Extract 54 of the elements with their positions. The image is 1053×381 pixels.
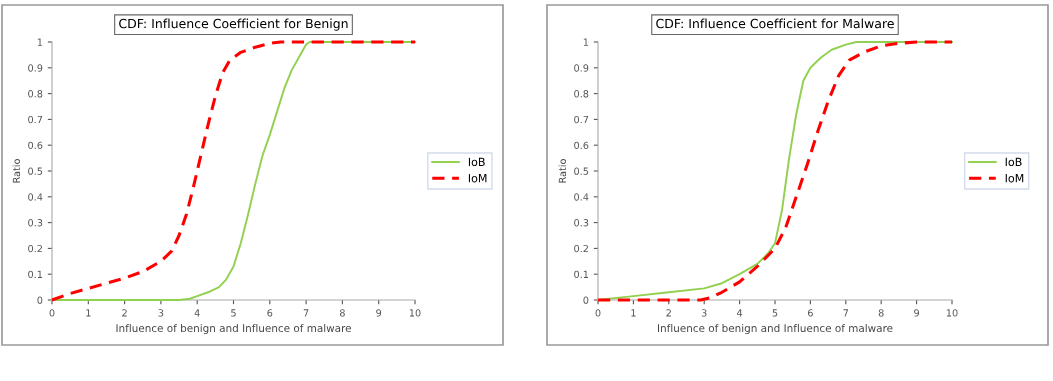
x-tick-label: 3	[701, 309, 707, 317]
x-tick-label: 5	[772, 309, 778, 317]
x-tick-label: 7	[303, 309, 309, 317]
y-tick-label: 0.4	[574, 193, 589, 201]
x-tick-label: 2	[666, 309, 671, 317]
y-tick-label: 0.5	[574, 167, 589, 175]
y-tick-label: 0	[37, 296, 43, 304]
x-tick-label: 1	[631, 309, 636, 317]
y-tick-label: 0.1	[28, 270, 43, 279]
x-tick-label: 0	[49, 309, 55, 317]
y-tick-label: 0.7	[574, 115, 589, 124]
y-tick-label: 0.9	[574, 64, 589, 72]
x-tick-label: 4	[194, 309, 200, 317]
x-tick-label: 10	[409, 309, 421, 317]
x-tick-label: 6	[267, 309, 273, 317]
y-tick-label: 1	[37, 38, 43, 46]
y-tick-label: 0.3	[574, 219, 589, 227]
legend-label: IoB	[1005, 157, 1022, 167]
legend-label: IoM	[1005, 174, 1024, 183]
x-tick-label: 4	[736, 309, 743, 317]
x-tick-label: 10	[946, 309, 958, 317]
y-axis-title: Ratio	[558, 159, 567, 183]
y-tick-label: 0.4	[28, 193, 43, 201]
legend-label: IoB	[468, 157, 485, 167]
y-tick-label: 1	[583, 38, 589, 46]
y-tick-label: 0.7	[28, 115, 43, 124]
x-tick-label: 3	[158, 309, 164, 317]
x-tick-label: 1	[86, 309, 91, 317]
x-tick-label: 6	[807, 309, 813, 317]
x-tick-label: 8	[339, 309, 345, 317]
x-tick-label: 0	[595, 309, 601, 317]
x-tick-label: 8	[878, 309, 884, 317]
x-axis-title: Influence of benign and Influence of malware	[658, 323, 893, 335]
y-tick-label: 0.6	[28, 141, 43, 150]
y-axis-title: Ratio	[12, 159, 21, 183]
x-tick-label: 9	[376, 309, 382, 317]
y-tick-label: 0.5	[28, 167, 43, 175]
x-tick-label: 7	[843, 309, 849, 317]
y-tick-label: 0.8	[28, 90, 43, 98]
y-tick-label: 0.2	[574, 244, 588, 253]
y-tick-label: 0.2	[28, 244, 42, 253]
x-tick-label: 5	[231, 309, 236, 317]
x-axis-title: Influence of benign and Influence of malware	[116, 323, 351, 335]
y-tick-label: 0.1	[574, 270, 589, 279]
chart-title: CDF: Influence Coefficient for Malware	[656, 18, 894, 29]
x-tick-label: 9	[914, 309, 920, 317]
chart-title: CDF: Influence Coefficient for Benign	[119, 18, 348, 31]
legend-label: IoM	[468, 174, 487, 183]
y-tick-label: 0.6	[574, 141, 589, 150]
y-tick-label: 0	[583, 296, 589, 304]
y-tick-label: 0.9	[28, 64, 43, 72]
x-tick-label: 2	[122, 309, 127, 317]
y-tick-label: 0.3	[28, 219, 43, 227]
y-tick-label: 0.8	[574, 90, 589, 98]
